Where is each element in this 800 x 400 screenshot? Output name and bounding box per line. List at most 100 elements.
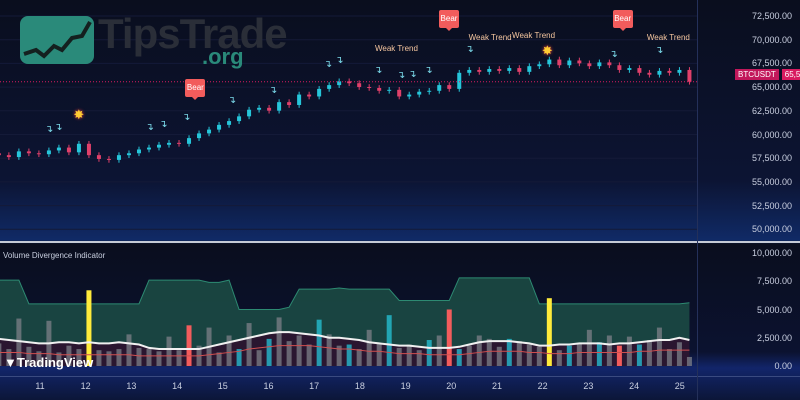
price-tick: 62,500.00 — [751, 105, 792, 116]
volume-bar — [566, 345, 572, 366]
candle-body — [657, 70, 662, 75]
candle-body — [507, 68, 512, 71]
candle-body — [297, 94, 302, 105]
highlight-volume-bar — [186, 325, 192, 366]
volume-bar — [676, 342, 682, 366]
candle-body — [36, 153, 41, 155]
price-tick: 65,000.00 — [751, 82, 792, 93]
candle-body — [687, 69, 692, 82]
bear-signal-label: Bear — [439, 10, 459, 31]
arrow-down-icon: ↴ — [182, 112, 191, 124]
arrow-down-icon: ↴ — [54, 121, 63, 133]
bear-signal-label: Bear — [185, 79, 206, 100]
candle-body — [407, 94, 412, 97]
ticker-price-label: BTCUSDT 65,556.00 — [735, 69, 800, 80]
tipstrade-logo: TipsTrade .org — [20, 10, 288, 69]
date-tick: 22 — [537, 381, 548, 391]
volume-bar — [226, 335, 232, 366]
ticker-symbol: BTCUSDT — [735, 69, 779, 80]
arrow-down-icon: ↴ — [609, 49, 618, 61]
candle-body — [667, 70, 672, 73]
date-tick: 23 — [583, 381, 594, 391]
date-tick: 19 — [400, 381, 411, 391]
candle-body — [437, 85, 442, 91]
volume-bar — [296, 335, 302, 366]
candle-body — [146, 147, 151, 150]
date-tick: 15 — [217, 381, 228, 391]
candle-body — [207, 129, 212, 134]
candle-body — [637, 68, 642, 73]
candle-body — [617, 65, 622, 70]
indicator-tick: 5,000.00 — [756, 304, 792, 315]
volume-bar — [286, 341, 292, 366]
volume-bar — [606, 335, 612, 366]
weak-trend-label: Weak Trend — [512, 31, 556, 40]
pane-divider[interactable] — [0, 241, 800, 243]
candle-body — [607, 62, 612, 66]
volume-bar — [396, 347, 402, 366]
candle-body — [517, 68, 522, 72]
candle-body — [287, 102, 292, 105]
explosion-icon: ✸ — [73, 107, 85, 122]
date-tick: 13 — [126, 381, 137, 391]
candle-body — [177, 142, 182, 144]
volume-bar — [666, 349, 672, 366]
date-tick: 25 — [674, 381, 685, 391]
volume-bar — [336, 345, 342, 366]
volume-bar — [216, 352, 222, 366]
candle-body — [267, 107, 272, 111]
candle-body — [257, 107, 262, 110]
candle-body — [537, 64, 542, 67]
volume-bar — [626, 336, 632, 366]
highlight-volume-bar — [86, 290, 92, 366]
time-axis-divider — [0, 376, 800, 377]
price-tick: 72,500.00 — [751, 11, 792, 21]
volume-bar — [596, 342, 602, 366]
volume-bar — [516, 341, 522, 366]
candle-body — [557, 59, 562, 66]
volume-bar — [586, 329, 592, 366]
candle-body — [26, 151, 31, 154]
volume-bar — [376, 343, 382, 366]
candle-body — [6, 155, 11, 158]
indicator-tick: 7,500.00 — [756, 276, 792, 287]
arrow-down-icon: ↴ — [373, 64, 383, 76]
arrow-down-icon: ↴ — [268, 84, 278, 96]
date-tick: 18 — [354, 381, 365, 391]
tradingview-watermark: ▼TradingView — [4, 355, 94, 370]
volume-bar — [146, 349, 152, 366]
candle-body — [597, 62, 602, 67]
volume-bar — [166, 336, 172, 366]
candle-body — [217, 124, 222, 130]
date-tick: 20 — [446, 381, 457, 391]
volume-bar — [366, 329, 372, 366]
date-tick: 14 — [172, 381, 183, 391]
volume-bar — [556, 350, 562, 366]
price-tick: 52,500.00 — [751, 200, 792, 211]
candle-body — [96, 155, 101, 159]
candle-body — [106, 158, 111, 160]
highlight-volume-bar — [616, 345, 622, 366]
candle-body — [567, 60, 572, 66]
candle-body — [627, 68, 632, 70]
date-tick: 21 — [491, 381, 503, 391]
volume-bar — [496, 346, 502, 366]
volume-bar — [356, 349, 362, 366]
explosion-icon: ✸ — [541, 43, 553, 58]
volume-bar — [126, 334, 132, 366]
candle-body — [277, 102, 282, 111]
candle-body — [307, 94, 312, 97]
arrow-down-icon: ↴ — [655, 44, 664, 56]
candle-body — [167, 142, 172, 145]
price-tick: 57,500.00 — [751, 153, 792, 164]
price-tick: 67,500.00 — [751, 58, 792, 69]
volume-bar — [96, 350, 102, 366]
arrow-down-icon: ↴ — [227, 95, 237, 107]
candle-body — [677, 69, 682, 73]
candle-body — [367, 87, 372, 88]
candle-body — [227, 121, 232, 125]
logo-text: TipsTrade — [98, 10, 288, 57]
volume-bar — [66, 345, 72, 366]
